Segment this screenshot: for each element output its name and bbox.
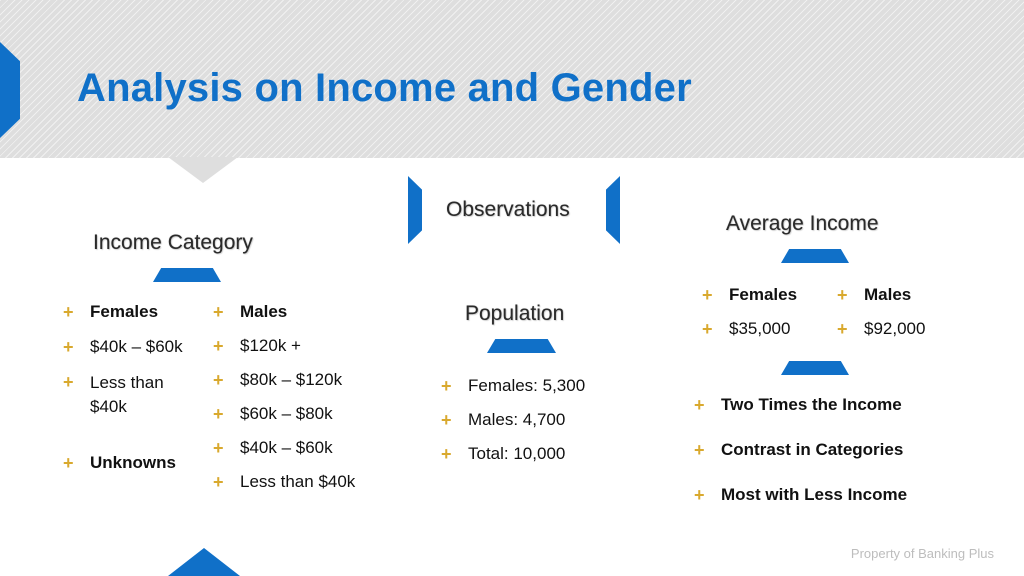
average-males-label: Males bbox=[864, 285, 912, 304]
plus-sparkle-icon: + bbox=[441, 376, 452, 396]
plus-sparkle-icon: + bbox=[213, 370, 224, 390]
list-item: + $40k – $60k bbox=[63, 336, 183, 358]
list-item: + Less than $40k bbox=[63, 371, 183, 419]
list-item: + Males: 4,700 bbox=[441, 409, 585, 431]
header-banner bbox=[0, 0, 1024, 158]
plus-sparkle-icon: + bbox=[63, 337, 74, 357]
average-males-list: + Males + $92,000 bbox=[837, 284, 925, 340]
plus-sparkle-icon: + bbox=[694, 485, 705, 505]
banner-notch bbox=[168, 157, 238, 183]
average-income-marker bbox=[781, 249, 849, 263]
plus-sparkle-icon: + bbox=[694, 395, 705, 415]
observations-bracket-left bbox=[408, 176, 422, 244]
list-item: + Females bbox=[702, 284, 797, 306]
list-item-text: $80k – $120k bbox=[240, 370, 343, 389]
plus-sparkle-icon: + bbox=[837, 319, 848, 339]
list-item-text: Total: 10,000 bbox=[468, 444, 566, 463]
findings-list: + Two Times the Income + Contrast in Categ… bbox=[694, 394, 907, 506]
average-females-label: Females bbox=[729, 285, 798, 304]
plus-sparkle-icon: + bbox=[213, 336, 224, 356]
plus-sparkle-icon: + bbox=[702, 285, 713, 305]
list-item-text: Males: 4,700 bbox=[468, 410, 566, 429]
unknowns-list: + Unknowns bbox=[63, 452, 176, 474]
list-item-text: $40k – $60k bbox=[240, 438, 333, 457]
plus-sparkle-icon: + bbox=[213, 472, 224, 492]
list-item: + Males bbox=[213, 301, 355, 323]
list-item: + Total: 10,000 bbox=[441, 443, 585, 465]
findings-marker bbox=[781, 361, 849, 375]
list-item: + $40k – $60k bbox=[213, 437, 355, 459]
list-item: + Females bbox=[63, 301, 183, 323]
finding-text: Two Times the Income bbox=[721, 395, 902, 414]
list-item-text: $120k + bbox=[240, 336, 301, 355]
unknowns-label: Unknowns bbox=[90, 453, 176, 472]
plus-sparkle-icon: + bbox=[213, 438, 224, 458]
list-item: + $120k + bbox=[213, 335, 355, 357]
list-item-text: Less than bbox=[90, 373, 164, 392]
observations-heading: Observations bbox=[446, 198, 570, 221]
females-label: Females bbox=[90, 302, 159, 321]
list-item-text: Less than $40k bbox=[240, 472, 356, 491]
plus-sparkle-icon: + bbox=[213, 404, 224, 424]
plus-sparkle-icon: + bbox=[63, 372, 74, 392]
population-heading: Population bbox=[465, 302, 565, 325]
observations-bracket-right bbox=[606, 176, 620, 244]
list-item: + $92,000 bbox=[837, 318, 925, 340]
list-item-text: $40k – $60k bbox=[90, 337, 183, 356]
population-marker bbox=[487, 339, 556, 353]
list-item: + $80k – $120k bbox=[213, 369, 355, 391]
list-item: + $35,000 bbox=[702, 318, 797, 340]
plus-sparkle-icon: + bbox=[837, 285, 848, 305]
average-income-heading: Average Income bbox=[726, 212, 879, 235]
plus-sparkle-icon: + bbox=[441, 410, 452, 430]
footer-text: Property of Banking Plus bbox=[850, 546, 994, 561]
plus-sparkle-icon: + bbox=[694, 440, 705, 460]
plus-sparkle-icon: + bbox=[441, 444, 452, 464]
income-category-heading: Income Category bbox=[93, 231, 253, 254]
list-item: + Two Times the Income bbox=[694, 394, 907, 416]
plus-sparkle-icon: + bbox=[702, 319, 713, 339]
list-item: + $60k – $80k bbox=[213, 403, 355, 425]
list-item: + Contrast in Categories bbox=[694, 439, 907, 461]
slide-title: Analysis on Income and Gender bbox=[77, 66, 692, 110]
plus-sparkle-icon: + bbox=[63, 453, 74, 473]
list-item-text: Females: 5,300 bbox=[468, 376, 586, 395]
list-item: + Less than $40k bbox=[213, 471, 355, 493]
bottom-accent-shape bbox=[168, 548, 240, 576]
finding-text: Most with Less Income bbox=[721, 485, 908, 504]
males-income-list: + Males + $120k + + $80k – $120k + $60k – $8… bbox=[213, 301, 355, 493]
population-list: + Females: 5,300 + Males: 4,700 + Total: 10… bbox=[441, 375, 585, 465]
list-item: + Females: 5,300 bbox=[441, 375, 585, 397]
finding-text: Contrast in Categories bbox=[721, 440, 904, 459]
left-accent-tab bbox=[0, 42, 20, 138]
average-females-list: + Females + $35,000 bbox=[702, 284, 797, 340]
average-females-value: $35,000 bbox=[729, 319, 791, 338]
females-income-list: + Females + $40k – $60k + Less than $40k bbox=[63, 301, 183, 419]
list-item-text: $40k bbox=[90, 397, 127, 416]
income-category-marker bbox=[153, 268, 221, 282]
plus-sparkle-icon: + bbox=[63, 302, 74, 322]
average-males-value: $92,000 bbox=[864, 319, 926, 338]
list-item-text: $60k – $80k bbox=[240, 404, 333, 423]
males-label: Males bbox=[240, 302, 288, 321]
list-item: + Unknowns bbox=[63, 452, 176, 474]
list-item: + Males bbox=[837, 284, 925, 306]
list-item: + Most with Less Income bbox=[694, 484, 907, 506]
plus-sparkle-icon: + bbox=[213, 302, 224, 322]
